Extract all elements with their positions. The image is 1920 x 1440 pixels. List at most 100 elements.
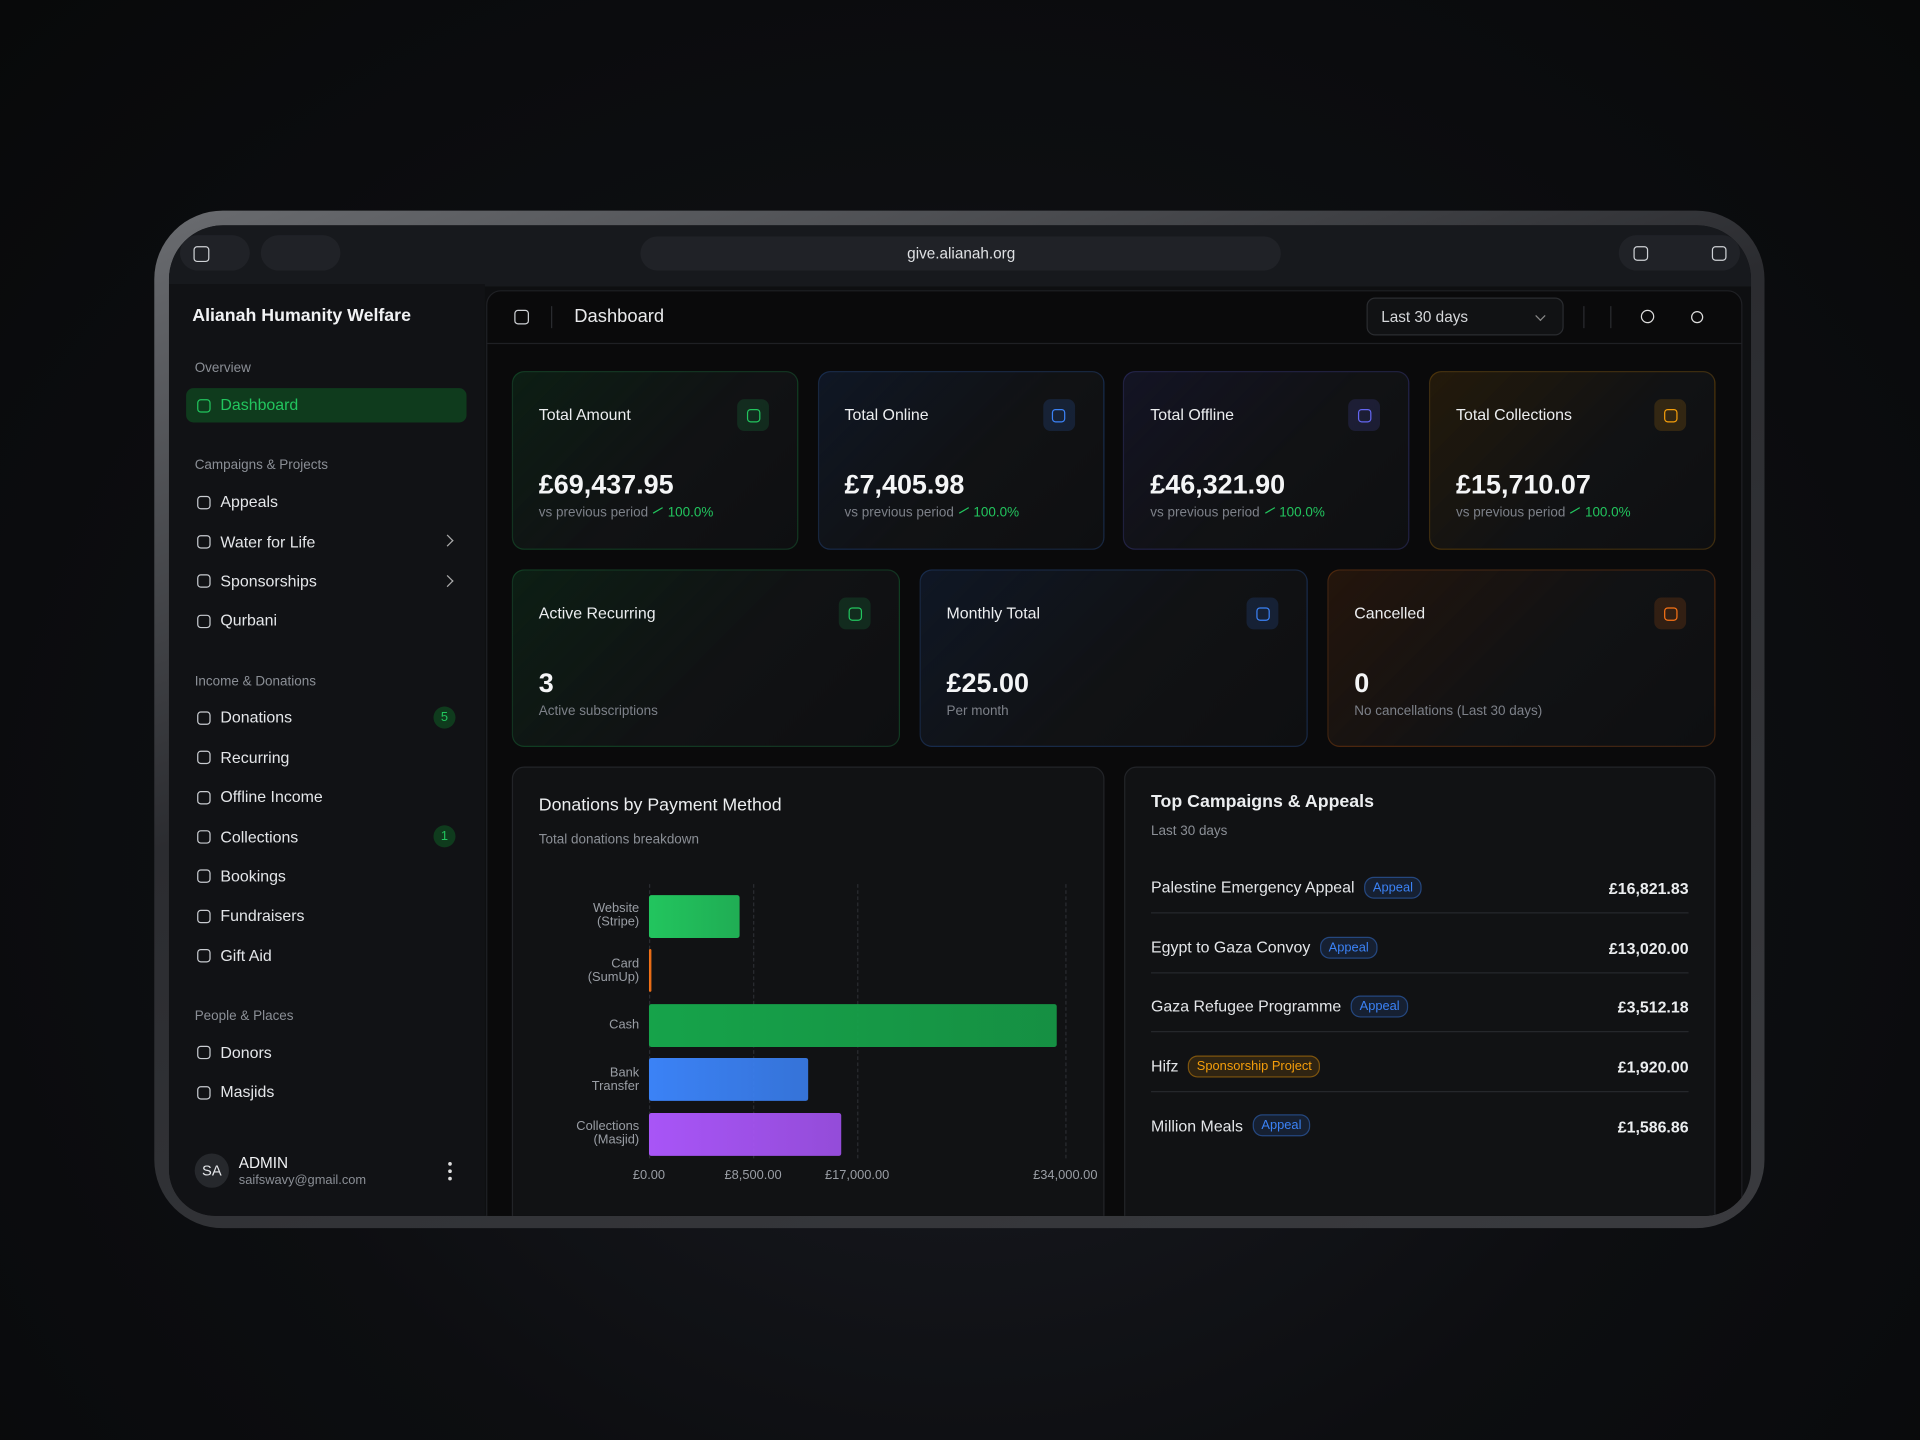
card-change: 100.0% [1279,506,1325,521]
y-tick-label: Bank Transfer [591,1064,640,1093]
campaign-name[interactable]: Hifz [1151,1056,1179,1076]
stat-card [1327,569,1716,747]
menu-dot[interactable] [448,1161,452,1166]
nav-item[interactable]: Donors [220,1043,272,1062]
nav-buttons[interactable] [260,235,341,271]
stat-card [1123,371,1410,550]
stat-card [1429,371,1716,550]
x-tick-label: £8,500.00 [724,1167,782,1183]
card-value: £25.00 [946,667,1029,698]
bar[interactable] [648,1003,1057,1047]
bar[interactable] [648,1057,809,1101]
card-icon [838,597,871,630]
card-icon [1246,597,1279,630]
card-note: vs previous period [844,506,954,521]
campaigns-title: Top Campaigns & Appeals [1151,792,1374,813]
icon [196,534,210,549]
nav-item[interactable]: Dashboard [220,395,299,415]
campaign-amount: £13,020.00 [1608,938,1689,958]
icon [847,606,862,621]
nav-item[interactable]: Offline Income [220,787,323,806]
card-title: Cancelled [1354,603,1426,623]
row-divider [1151,971,1689,973]
user-email: saifswavy@gmail.com [238,1172,367,1188]
nav-item[interactable]: Fundraisers [220,906,305,925]
screen: give.alianah.org Alianah Humanity Welfare… [168,225,1752,1216]
theme-button[interactable] [1691,311,1704,324]
card-change: 100.0% [667,506,714,521]
menu-dot[interactable] [448,1168,452,1173]
icon [196,750,210,765]
icon [746,408,760,422]
icon [1711,246,1727,261]
row-divider [1151,1031,1689,1033]
campaign-amount: £3,512.18 [1617,998,1689,1017]
nav-item[interactable]: Sponsorships [220,571,317,591]
stat-card [511,371,799,550]
icon [196,830,210,844]
campaign-name[interactable]: Million Meals [1151,1116,1244,1135]
menu-dot[interactable] [448,1176,452,1180]
campaign-amount: £16,821.83 [1608,879,1689,898]
nav-item[interactable]: Gift Aid [220,946,272,965]
org-name: Alianah Humanity Welfare [192,306,411,327]
icon [1633,246,1649,261]
stat-card [817,371,1105,550]
page-title: Dashboard [574,306,665,327]
stat-card [919,569,1308,747]
window-buttons[interactable] [1618,235,1740,271]
campaign-tag: Appeal [1364,876,1422,899]
card-title: Total Collections [1456,405,1572,424]
sidebar-toggle-button[interactable] [180,235,250,271]
campaign-name[interactable]: Gaza Refugee Programme [1151,997,1342,1016]
nav-item[interactable]: Donations [220,708,293,727]
nav-item[interactable]: Water for Life [220,532,316,551]
y-tick-label: Collections (Masjid) [576,1119,640,1148]
campaign-name[interactable]: Palestine Emergency Appeal [1151,878,1355,897]
card-note: Active subscriptions [538,704,658,720]
x-tick-label: £17,000.00 [824,1167,890,1183]
bar[interactable] [648,1112,842,1156]
bar[interactable] [648,894,740,938]
x-tick-label: £34,000.00 [1033,1167,1098,1183]
card-value: 3 [538,667,554,698]
section-title: Campaigns & Projects [194,458,328,474]
card-note: vs previous period [538,506,649,521]
campaign-name[interactable]: Egypt to Gaza Convoy [1151,937,1311,957]
card-icon [737,399,769,432]
period-select[interactable] [1366,297,1564,336]
card-icon [1348,399,1381,432]
stat-card [511,569,900,747]
grid-line [1065,884,1067,1159]
card-value: 0 [1354,667,1370,698]
screen-content: give.alianah.org Alianah Humanity Welfare… [168,225,1752,1216]
chart-title: Donations by Payment Method [538,796,782,816]
card-value: £46,321.90 [1150,468,1286,500]
nav-item[interactable]: Appeals [220,492,278,511]
icon [1357,408,1372,422]
nav-item[interactable]: Collections [220,827,299,846]
nav-item[interactable]: Masjids [220,1082,275,1102]
url-bar[interactable] [640,236,1281,271]
icon [196,1085,210,1099]
icon [1255,606,1270,621]
divider [1583,306,1585,329]
badge [433,825,456,848]
icon [196,949,210,963]
nav-item[interactable]: Qurbani [220,611,278,630]
avatar [194,1153,229,1188]
y-tick-label: Website (Stripe) [592,901,640,930]
nav-item[interactable]: Bookings [220,866,286,886]
icon [192,245,209,262]
sidebar [168,284,485,1216]
search-button[interactable] [1640,309,1655,324]
campaign-tag: Appeal [1320,936,1378,959]
row-divider [1151,912,1689,914]
icon [1663,606,1677,621]
section-title: Overview [194,361,251,377]
bar[interactable] [648,948,652,992]
nav-item[interactable]: Recurring [220,747,290,767]
card-change: 100.0% [1584,506,1631,521]
card-title: Active Recurring [538,603,656,623]
